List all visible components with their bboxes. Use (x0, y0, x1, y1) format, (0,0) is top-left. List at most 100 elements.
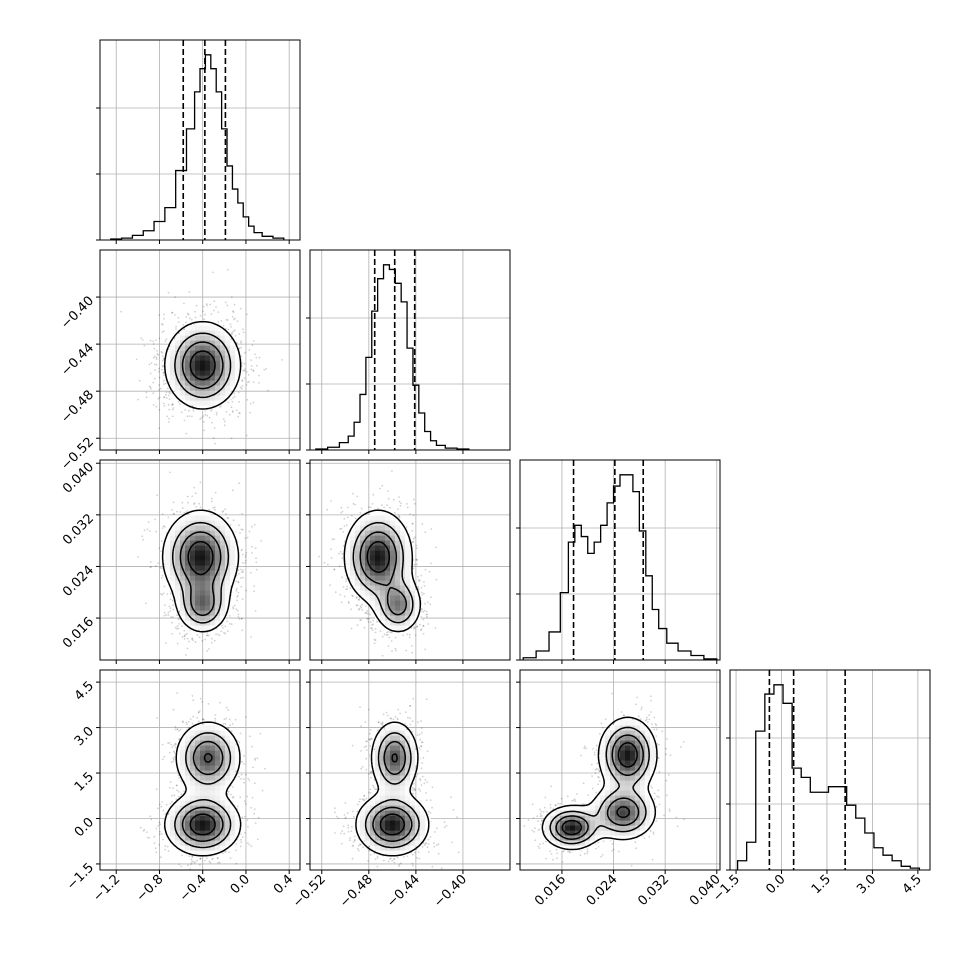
density-cell (185, 605, 191, 611)
density-cell (230, 550, 236, 556)
density-cell (395, 525, 401, 531)
density-cell (360, 525, 366, 531)
density-cell (180, 335, 186, 341)
scatter-point (215, 413, 218, 416)
density-cell (190, 585, 196, 591)
scatter-point (185, 316, 188, 318)
scatter-point (172, 604, 175, 607)
scatter-point (176, 628, 178, 630)
density-cell (205, 520, 211, 526)
scatter-point (159, 387, 162, 390)
scatter-point (373, 642, 376, 645)
density-cell (175, 595, 181, 601)
density-cell (365, 535, 371, 541)
density-cell (375, 540, 381, 546)
scatter-point (155, 405, 158, 408)
scatter-point (339, 594, 342, 596)
scatter-point (234, 317, 237, 320)
density-cell (205, 345, 211, 351)
density-cell (190, 590, 196, 596)
scatter-point (212, 309, 215, 312)
scatter-point (345, 578, 348, 581)
scatter-point (381, 654, 384, 657)
density-cell (180, 560, 186, 566)
scatter-point (203, 429, 206, 432)
density-cell (205, 585, 211, 591)
density-cell (230, 540, 236, 546)
density-cell (180, 535, 186, 541)
density-cell (205, 365, 211, 371)
scatter-point (156, 353, 159, 355)
scatter-point (385, 634, 388, 637)
scatter-point (241, 528, 244, 531)
scatter-point (377, 507, 379, 510)
density-cell (200, 590, 206, 596)
scatter-point (227, 401, 230, 404)
density-cell (175, 340, 181, 346)
scatter-point (238, 401, 241, 403)
scatter-point (342, 531, 344, 533)
histogram-step (522, 474, 718, 660)
scatter-point (157, 562, 160, 565)
density-cell (230, 535, 236, 541)
density-cell (390, 595, 396, 601)
density-cell (385, 550, 391, 556)
scatter-point (165, 642, 167, 644)
scatter-point (224, 625, 227, 628)
density-cell (220, 355, 226, 361)
scatter-point (329, 584, 331, 586)
scatter-point (249, 402, 252, 405)
scatter-point (158, 376, 161, 379)
density-cell (220, 375, 226, 381)
scatter-point (249, 411, 251, 414)
scatter-point (160, 593, 162, 595)
scatter-point (145, 396, 148, 399)
density-cell (205, 400, 211, 406)
density-cell (195, 515, 201, 521)
scatter-point (152, 381, 155, 384)
scatter-point (330, 557, 333, 559)
scatter-point (333, 538, 336, 540)
scatter-point (237, 581, 240, 583)
density-cell (210, 385, 216, 391)
density-cell (205, 360, 211, 366)
density-cell (395, 560, 401, 566)
density-cell (220, 550, 226, 556)
density-cell (210, 525, 216, 531)
scatter-point (427, 623, 430, 625)
scatter-point (236, 599, 238, 602)
scatter-point (160, 577, 163, 579)
density-cell (225, 380, 231, 386)
density-cell (390, 550, 396, 556)
scatter-point (357, 598, 360, 601)
scatter-point (398, 500, 401, 503)
density-cell (220, 610, 226, 616)
density-cell (225, 540, 231, 546)
scatter-point (249, 571, 252, 574)
scatter-point (356, 596, 358, 599)
density-cell (165, 570, 171, 576)
density-cell (355, 585, 361, 591)
density-cell (185, 515, 191, 521)
scatter-point (386, 504, 388, 506)
density-cell (190, 610, 196, 616)
density-cell (180, 525, 186, 531)
density-cell (195, 580, 201, 586)
scatter-point (394, 636, 397, 639)
scatter-point (230, 437, 233, 440)
scatter-point (326, 508, 328, 511)
density-cell (205, 550, 211, 556)
scatter-point (254, 547, 257, 550)
density-cell (195, 330, 201, 336)
scatter-point (177, 627, 180, 630)
density-cell (200, 335, 206, 341)
density-cell (195, 555, 201, 561)
density-cell (220, 380, 226, 386)
scatter-point (235, 409, 238, 412)
scatter-point (423, 585, 426, 587)
scatter-point (152, 340, 155, 343)
scatter-point (343, 525, 346, 528)
density-cell (225, 590, 231, 596)
scatter-point (191, 638, 193, 641)
scatter-point (370, 624, 373, 626)
